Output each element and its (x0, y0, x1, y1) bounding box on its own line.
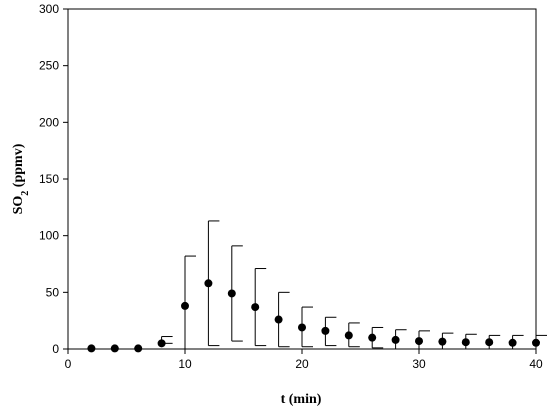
data-point (415, 337, 423, 346)
y-tick-label: 100 (39, 229, 59, 243)
y-tick-label: 250 (39, 59, 59, 73)
axes: 0 10 20 30 40 0 50 100 150 200 250 300 (39, 2, 543, 371)
y-tick-label: 300 (39, 2, 59, 16)
y-axis-title-subscript: 2 (20, 191, 31, 196)
data-point (391, 335, 400, 344)
data-point (321, 326, 330, 335)
y-axis-title-tail: (ppmv) (11, 143, 26, 190)
data-marks (87, 220, 547, 353)
data-point (157, 339, 166, 348)
data-point (508, 338, 517, 347)
y-tick-label: 0 (52, 342, 59, 356)
data-point (368, 333, 377, 342)
data-point (461, 338, 470, 347)
x-tick-label: 20 (295, 357, 309, 371)
y-tick-label: 150 (39, 172, 59, 186)
data-point (344, 331, 353, 340)
data-point (204, 279, 213, 288)
data-point (181, 301, 189, 310)
data-point (227, 289, 236, 298)
y-axis-title: SO2 (ppmv) (11, 143, 31, 214)
y-axis-title-main: SO (11, 196, 26, 215)
plot-frame (67, 8, 537, 350)
y-tick-label: 50 (46, 285, 60, 299)
data-point (532, 338, 540, 347)
data-point (251, 303, 260, 312)
data-point (485, 338, 494, 347)
x-tick-label: 40 (529, 357, 543, 371)
data-point (134, 344, 143, 353)
data-point (298, 323, 306, 332)
data-point (110, 344, 119, 353)
x-tick-label: 30 (412, 357, 426, 371)
data-point (438, 337, 447, 346)
x-tick-label: 10 (178, 357, 192, 371)
data-point (87, 344, 96, 353)
x-axis-title: t (min) (281, 392, 322, 407)
y-tick-label: 200 (39, 115, 59, 129)
x-tick-label: 0 (65, 357, 72, 371)
data-point (274, 315, 283, 324)
